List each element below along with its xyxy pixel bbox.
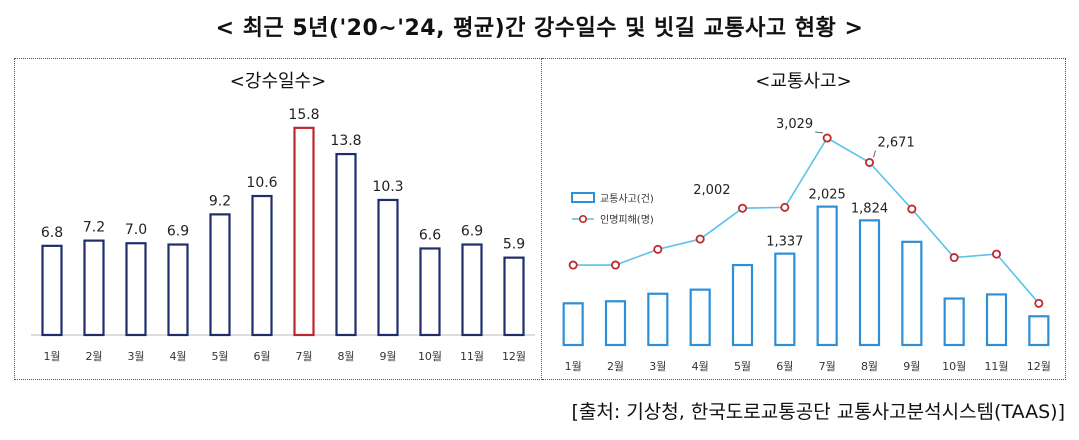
accidents-chart: 1월 2월 3월 4월 5월 6월 7월 8월 9월 10월 11월 12월 1,337 2,025 1,8…: [562, 117, 1051, 373]
legend-bar-swatch: [571, 192, 595, 203]
casualty-point-10: [949, 253, 959, 263]
casualty-point-1: [568, 260, 578, 270]
line-data-label-8: 2,671: [878, 135, 915, 150]
tick-label-9: 9월: [903, 360, 920, 373]
tick-label-6: 6월: [253, 350, 270, 363]
bar-data-label-7: 2,025: [809, 188, 846, 203]
tick-label-1: 1월: [43, 350, 60, 363]
tick-label-4: 4월: [692, 360, 709, 373]
line-data-label-7: 3,029: [776, 117, 813, 132]
casualty-line: [573, 136, 1040, 304]
tick-label-5: 5월: [211, 350, 228, 363]
data-label-10: 6.6: [419, 227, 441, 243]
data-label-8: 13.8: [330, 133, 361, 149]
tick-label-5: 5월: [734, 360, 751, 373]
accidents-panel: <교통사고> 1월 2월 3월 4월 5월 6월 7월 8월 9월 10월 11월 12월 1,337 2…: [542, 58, 1066, 380]
legend-bar-label: 교통사고(건): [600, 193, 654, 205]
tick-label-8: 8월: [337, 350, 354, 363]
accidents-chart-title: <교통사고>: [755, 71, 852, 92]
casualty-point-4: [695, 234, 705, 244]
line-data-label-5: 2,002: [693, 183, 730, 198]
casualty-point-2: [611, 260, 621, 270]
tick-label-2: 2월: [607, 360, 624, 373]
accident-bar-1: [562, 302, 584, 347]
tick-label-9: 9월: [379, 350, 396, 363]
tick-label-12: 12월: [1027, 360, 1051, 373]
rain-days-chart-title: <강수일수>: [229, 71, 327, 92]
data-label-4: 6.9: [167, 224, 189, 240]
tick-label-11: 11월: [460, 350, 484, 363]
bar-data-label-8: 1,824: [851, 201, 888, 216]
tick-label-4: 4월: [169, 350, 186, 363]
page-title: < 최근 5년('20~'24, 평균)간 강수일수 및 빗길 교통사고 현황 …: [215, 16, 864, 41]
bar-6: [251, 194, 273, 337]
casualty-point-3: [653, 244, 663, 254]
tick-label-11: 11월: [984, 360, 1008, 373]
data-label-2: 7.2: [83, 220, 105, 236]
accident-bar-4: [689, 288, 711, 347]
casualty-point-9: [907, 204, 917, 214]
accident-bar-5: [731, 263, 754, 347]
tick-label-3: 3월: [127, 350, 144, 363]
data-label-7: 15.8: [288, 107, 319, 123]
bar-2: [83, 239, 105, 337]
bar-1: [41, 244, 63, 337]
tick-label-10: 10월: [942, 360, 966, 373]
data-label-9: 10.3: [372, 179, 403, 195]
tick-label-10: 10월: [418, 350, 442, 363]
data-label-1: 6.8: [41, 225, 63, 241]
data-label-11: 6.9: [461, 224, 483, 240]
casualty-point-5: [737, 203, 747, 213]
tick-label-7: 7월: [295, 350, 312, 363]
bar-4: [167, 243, 189, 337]
accident-bar-12: [1028, 315, 1050, 347]
accident-bar-11: [985, 293, 1008, 347]
bar-5: [209, 213, 231, 337]
accident-bar-8: [858, 219, 881, 347]
accident-bar-9: [901, 240, 923, 347]
data-label-5: 9.2: [209, 193, 231, 209]
bar-7: [293, 126, 315, 337]
bar-data-label-6: 1,337: [766, 235, 803, 250]
data-label-6: 10.6: [246, 175, 277, 191]
bar-8: [335, 152, 357, 337]
tick-label-6: 6월: [776, 360, 793, 373]
source-note: [출처: 기상청, 한국도로교통공단 교통사고분석시스템(TAAS)]: [571, 401, 1066, 423]
bar-10: [419, 247, 441, 337]
bar-3: [125, 242, 147, 337]
accident-bar-7: [816, 205, 838, 347]
tick-label-12: 12월: [502, 350, 526, 363]
accident-bar-6: [774, 252, 796, 347]
casualty-point-8: [864, 157, 874, 167]
tick-label-8: 8월: [861, 360, 878, 373]
accident-bar-10: [943, 297, 965, 347]
tick-label-1: 1월: [565, 360, 582, 373]
bar-11: [461, 243, 483, 337]
legend-line-label: 인명피해(명): [600, 213, 654, 226]
accident-bar-3: [647, 292, 669, 347]
casualty-point-6: [780, 202, 790, 212]
tick-label-2: 2월: [85, 350, 102, 363]
tick-label-7: 7월: [819, 360, 836, 373]
casualty-point-12: [1034, 298, 1044, 308]
bar-9: [377, 198, 399, 337]
rain-days-chart: 6.8 1월 7.2 2월 7.0 3월 6.9 4월 9.2 5월 10.6 6월 15.8 7월 13.…: [31, 107, 535, 363]
tick-label-3: 3월: [649, 360, 666, 373]
casualty-point-7: [822, 133, 832, 143]
legend-line-marker: [578, 215, 587, 224]
data-label-3: 7.0: [125, 222, 147, 238]
line-data-leader-8: [873, 150, 876, 158]
data-label-12: 5.9: [503, 237, 525, 253]
bar-12: [503, 256, 525, 337]
accident-bar-2: [604, 300, 627, 347]
rain-days-panel: <강수일수> 6.8 1월 7.2 2월 7.0 3월 6.9 4월 9.2 5월 10.6 6월 15…: [14, 58, 542, 380]
line-data-leader-7: [815, 131, 824, 134]
casualty-point-11: [991, 249, 1001, 259]
